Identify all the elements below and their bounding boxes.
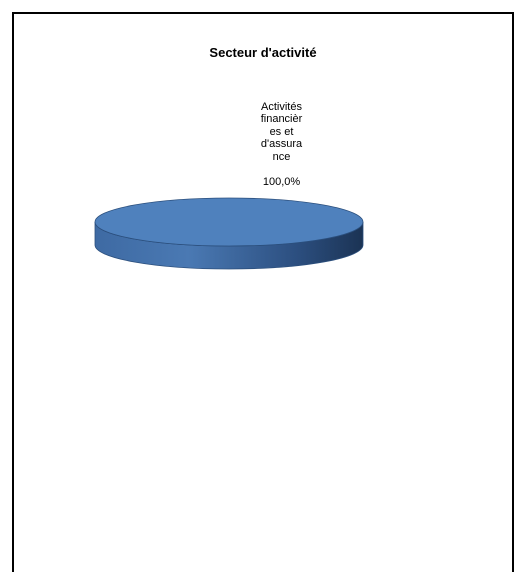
data-label-category: Activités financièr es et d'assura nce bbox=[260, 100, 303, 163]
chart-title: Secteur d'activité bbox=[209, 45, 317, 60]
pie-data-label: Activités financièr es et d'assura nce 1… bbox=[254, 88, 309, 201]
chart-frame: Secteur d'activité Activités financièr e… bbox=[12, 12, 514, 572]
pie-slice-top bbox=[94, 197, 364, 247]
data-label-value: 100,0% bbox=[262, 175, 301, 188]
pie-chart bbox=[94, 197, 364, 270]
